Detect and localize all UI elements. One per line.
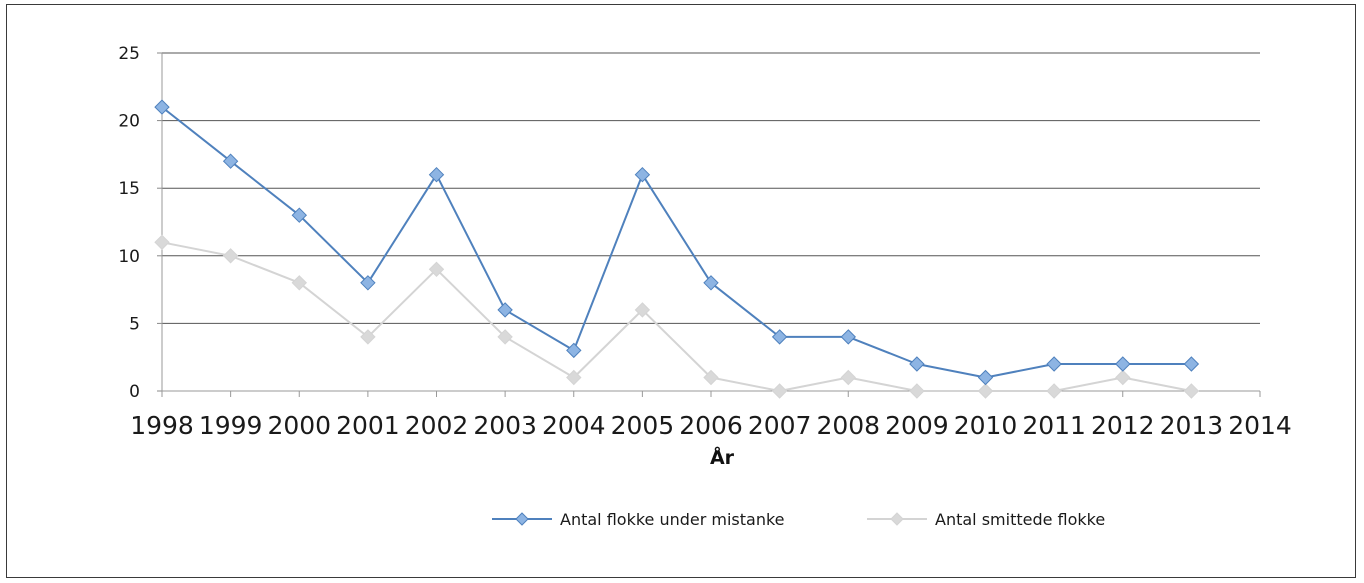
series-markers bbox=[154, 99, 1200, 399]
gridlines bbox=[162, 52, 1260, 324]
data-point-0-9 bbox=[771, 329, 788, 345]
x-tick-label: 2003 bbox=[473, 411, 537, 440]
data-point-0-8 bbox=[703, 275, 719, 291]
data-point-0-12 bbox=[977, 369, 994, 386]
data-point-1-0 bbox=[154, 234, 170, 251]
data-point-1-7 bbox=[634, 302, 651, 318]
y-tick-label: 25 bbox=[118, 44, 140, 64]
data-point-0-0 bbox=[154, 99, 170, 115]
data-point-0-2 bbox=[291, 207, 308, 223]
x-axis-title: År bbox=[710, 445, 735, 469]
x-tick-label: 2014 bbox=[1228, 411, 1292, 440]
data-point-1-10 bbox=[840, 369, 857, 386]
x-tick-label: 2004 bbox=[542, 411, 606, 440]
data-point-1-11 bbox=[909, 383, 925, 399]
data-point-0-7 bbox=[634, 166, 651, 183]
data-point-0-15 bbox=[1183, 356, 1200, 372]
data-point-0-6 bbox=[566, 342, 582, 359]
x-tick-label: 2007 bbox=[748, 411, 812, 440]
data-point-0-10 bbox=[840, 329, 857, 345]
x-tick-label: 2002 bbox=[405, 411, 469, 440]
data-point-1-12 bbox=[977, 383, 994, 399]
y-tick-label: 15 bbox=[118, 179, 140, 199]
x-tick-label: 2009 bbox=[885, 411, 949, 440]
data-point-0-13 bbox=[1046, 356, 1062, 372]
legend-marker-1 bbox=[890, 512, 904, 526]
x-tick-label: 2006 bbox=[679, 411, 743, 440]
data-point-1-9 bbox=[771, 383, 788, 399]
y-tick-label: 5 bbox=[129, 314, 140, 334]
data-point-0-1 bbox=[222, 153, 239, 169]
data-point-1-8 bbox=[703, 369, 719, 386]
data-point-0-4 bbox=[428, 166, 445, 183]
data-point-1-13 bbox=[1046, 383, 1062, 399]
data-point-0-5 bbox=[497, 302, 513, 318]
data-point-0-3 bbox=[360, 275, 376, 291]
y-tick-label: 20 bbox=[118, 112, 140, 132]
x-tick-label: 2008 bbox=[816, 411, 880, 440]
y-tick-label: 10 bbox=[118, 247, 140, 267]
data-point-0-14 bbox=[1115, 356, 1131, 372]
axes bbox=[157, 52, 1261, 397]
data-point-1-1 bbox=[222, 248, 239, 264]
x-tick-label: 2010 bbox=[954, 411, 1018, 440]
legend-label-1: Antal smittede flokke bbox=[935, 510, 1105, 529]
y-tick-labels: 0 5 10 15 20 25 bbox=[118, 44, 140, 402]
data-point-1-4 bbox=[428, 261, 445, 278]
x-tick-labels: 1998 1999 2000 2001 2002 2003 2004 2005 2006 2007… bbox=[130, 411, 1292, 440]
data-point-1-3 bbox=[360, 329, 376, 345]
x-tick-label: 2011 bbox=[1022, 411, 1086, 440]
series-line-0 bbox=[161, 106, 1192, 379]
x-tick-label: 2012 bbox=[1091, 411, 1155, 440]
series-lines bbox=[161, 106, 1192, 392]
y-tick-label: 0 bbox=[129, 382, 140, 402]
series-line-1 bbox=[161, 241, 1192, 392]
data-point-1-2 bbox=[291, 275, 308, 291]
x-tick-label: 1998 bbox=[130, 411, 194, 440]
legend-marker-0 bbox=[515, 512, 529, 526]
x-tick-label: 2013 bbox=[1160, 411, 1224, 440]
chart-frame: 0 5 10 15 20 25 1998 1999 2000 2001 2002 2003 2004 2… bbox=[6, 4, 1356, 578]
legend: Antal flokke under mistanke Antal smitted… bbox=[492, 510, 1105, 529]
legend-label-0: Antal flokke under mistanke bbox=[560, 510, 785, 529]
x-tick-label: 1999 bbox=[199, 411, 263, 440]
x-tick-label: 2005 bbox=[611, 411, 675, 440]
data-point-1-15 bbox=[1183, 383, 1200, 399]
x-tick-label: 2000 bbox=[267, 411, 331, 440]
data-point-1-5 bbox=[497, 329, 513, 345]
x-tick-label: 2001 bbox=[336, 411, 400, 440]
data-point-1-6 bbox=[566, 369, 582, 386]
data-point-1-14 bbox=[1115, 369, 1131, 386]
data-point-0-11 bbox=[909, 356, 925, 372]
